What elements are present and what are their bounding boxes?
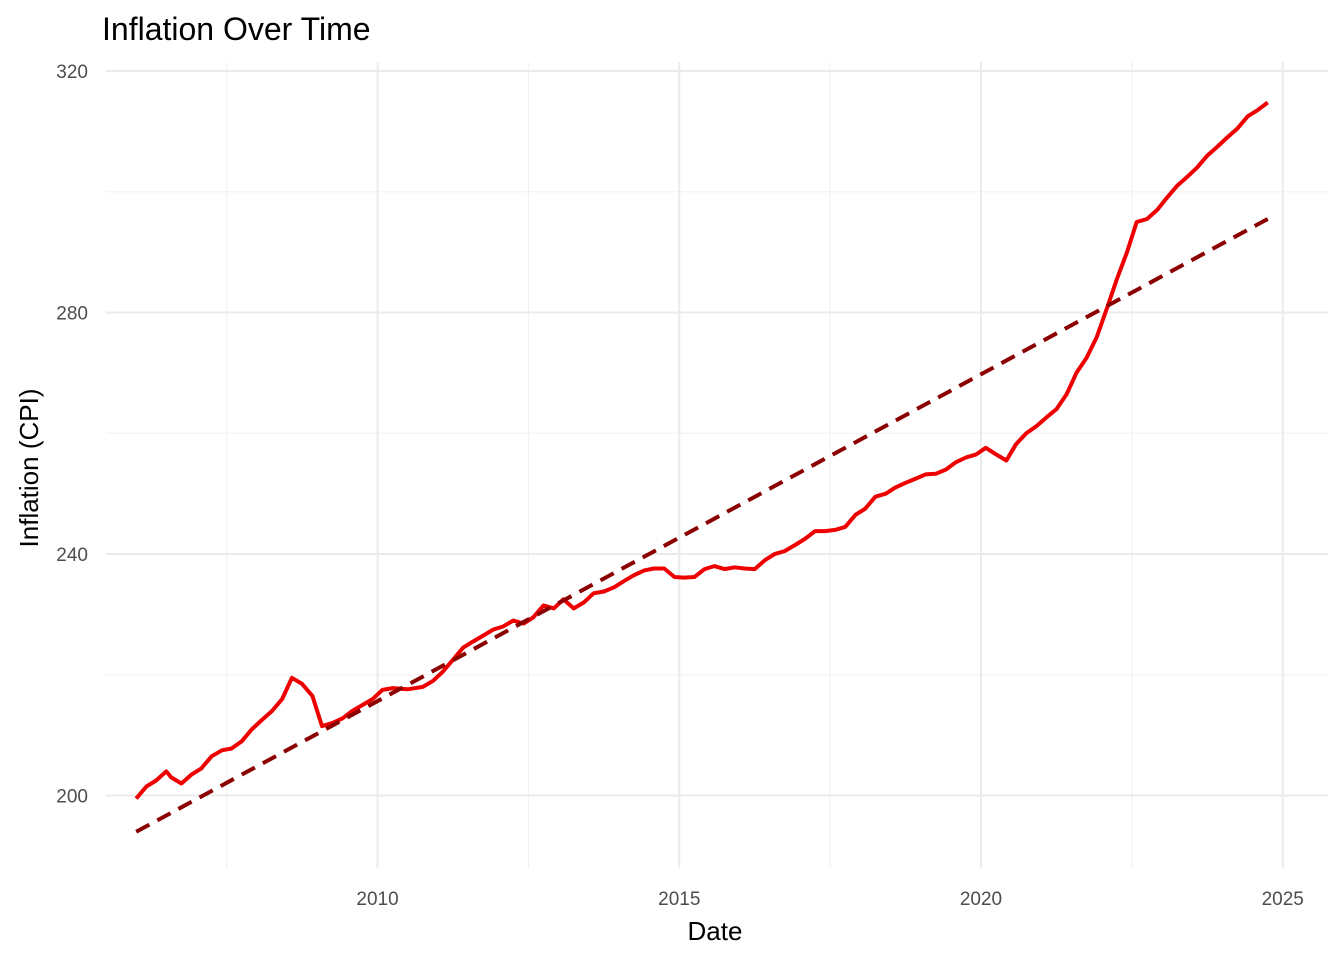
x-tick-label: 2020 [960, 889, 1002, 910]
x-tick-label: 2015 [658, 889, 700, 910]
chart-title: Inflation Over Time [102, 11, 371, 47]
y-tick-label: 280 [56, 304, 88, 325]
gridlines [106, 62, 1328, 868]
trend-line [135, 217, 1269, 834]
y-tick-label: 320 [56, 62, 88, 83]
x-tick-label: 2025 [1262, 889, 1304, 910]
y-axis-title: Inflation (CPI) [14, 389, 44, 548]
x-tick-label: 2010 [356, 889, 398, 910]
cpi-series-line [134, 100, 1269, 800]
tick-labels: 2010 2015 2020 2025 200 240 280 320 [56, 62, 1304, 910]
y-tick-label: 240 [56, 545, 88, 566]
y-tick-label: 200 [56, 787, 88, 808]
x-axis-title: Date [688, 916, 743, 946]
series-layer [134, 100, 1269, 834]
